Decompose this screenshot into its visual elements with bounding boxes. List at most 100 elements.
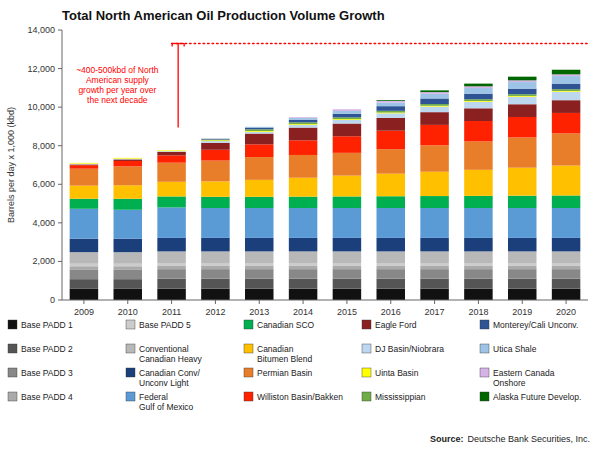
legend: Base PADD 1Base PADD 2Base PADD 3Base PA…	[8, 320, 581, 412]
bar-segment	[552, 263, 580, 266]
bar-segment	[508, 289, 536, 300]
bar-segment	[508, 137, 536, 167]
bar-segment	[552, 166, 580, 196]
bar-segment	[377, 149, 405, 173]
x-tick-label: 2017	[425, 307, 445, 317]
legend-item: Eagle Ford	[362, 320, 417, 330]
bar-segment	[70, 162, 98, 163]
bar-segment	[289, 178, 317, 197]
y-axis: 02,0004,0006,0008,00010,00012,00014,000	[27, 25, 62, 305]
bar-segment	[245, 134, 273, 145]
bar-segment	[114, 252, 142, 264]
bar-segment	[333, 120, 361, 124]
bar-segment	[420, 145, 448, 171]
bar-segment	[201, 143, 229, 150]
bar-segment	[245, 279, 273, 289]
y-tick	[58, 184, 62, 185]
bar-segment	[289, 251, 317, 263]
legend-label-line: Eastern Canada	[493, 368, 555, 378]
legend-item: ConventionalCanadian Heavy	[126, 344, 203, 364]
bar-segment	[420, 98, 448, 104]
legend-label-line: Federal	[139, 392, 168, 402]
legend-label-line: Base PADD 3	[21, 368, 73, 378]
bar-segment	[508, 104, 536, 117]
legend-swatch	[244, 368, 253, 377]
bracket	[172, 44, 184, 128]
bar-segment	[245, 126, 273, 127]
legend-item: DJ Basin/Niobrara	[362, 344, 444, 354]
bar-segment	[157, 150, 185, 151]
legend-label: FederalGulf of Mexico	[139, 392, 194, 412]
bar-segment	[157, 152, 185, 155]
x-tick	[566, 300, 567, 304]
bar-segment	[201, 197, 229, 208]
bar-segment	[420, 196, 448, 208]
legend-label-line: Canadian	[257, 344, 294, 354]
bar-segment	[377, 269, 405, 278]
bar-segment	[508, 196, 536, 208]
bar-segment	[245, 126, 273, 128]
bar-segment	[201, 269, 229, 278]
bar-segment	[289, 125, 317, 128]
bar-segment	[157, 196, 185, 207]
legend-label: Eastern CanadaOnshore	[493, 368, 555, 388]
bar-segment	[333, 117, 361, 119]
y-tick-label: 8,000	[32, 141, 55, 151]
bar-segment	[201, 208, 229, 238]
bar-segment	[333, 279, 361, 289]
bar-segment	[245, 144, 273, 157]
bar-segment	[377, 101, 405, 103]
bar-segment	[245, 128, 273, 130]
bar-segment	[420, 90, 448, 92]
bar-segment	[289, 208, 317, 238]
annotation-line: growth per year over	[78, 85, 156, 95]
x-tick	[478, 300, 479, 304]
legend-label: Monterey/Cali Unconv.	[493, 320, 578, 330]
bar-segment	[201, 138, 229, 139]
legend-item: Canadian SCO	[244, 320, 315, 330]
bar-segment	[157, 279, 185, 289]
bar-segment	[420, 279, 448, 289]
bar-segment	[464, 88, 492, 94]
bar-segment	[464, 108, 492, 121]
bar-segment	[157, 265, 185, 269]
legend-label: Eagle Ford	[375, 320, 417, 330]
legend-swatch	[362, 368, 371, 377]
annotation-line: American supply	[86, 75, 150, 85]
y-tick	[58, 68, 62, 69]
bar-segment	[377, 100, 405, 102]
bar-segment	[157, 182, 185, 197]
bar-segment	[201, 279, 229, 289]
bar-segment	[420, 107, 448, 113]
bar-segment	[70, 163, 98, 165]
x-tick-label: 2009	[74, 307, 94, 317]
x-tick-label: 2015	[337, 307, 357, 317]
x-tick	[434, 300, 435, 304]
bar-segment	[508, 82, 536, 89]
bar-segment	[245, 157, 273, 180]
bar-segment	[420, 92, 448, 94]
bar-segment	[508, 80, 536, 82]
legend-label-line: Monterey/Cali Unconv.	[493, 320, 578, 330]
legend-item: Utica Shale	[480, 344, 537, 354]
bar-segment	[377, 265, 405, 269]
bar-segment	[114, 158, 142, 160]
bar-segment	[464, 238, 492, 252]
legend-item: Base PADD 1	[8, 320, 73, 330]
bar-segment	[157, 251, 185, 263]
bar-segment	[377, 289, 405, 300]
bar-segment	[114, 157, 142, 158]
legend-item: Base PADD 2	[8, 344, 73, 354]
bar-segment	[245, 289, 273, 300]
bar-segment	[377, 238, 405, 252]
bar-segment	[508, 263, 536, 266]
y-tick-label: 10,000	[27, 102, 55, 112]
legend-label-line: DJ Basin/Niobrara	[375, 344, 444, 354]
source: Source:Deutsche Bank Securities, Inc.	[430, 434, 590, 444]
bar-segment	[552, 100, 580, 113]
legend-label-line: Uinta Basin	[375, 368, 419, 378]
bar-segment	[552, 195, 580, 208]
bar-segment	[289, 197, 317, 208]
legend-label-line: Eagle Ford	[375, 320, 417, 330]
annotation-line: the next decade	[87, 95, 148, 105]
